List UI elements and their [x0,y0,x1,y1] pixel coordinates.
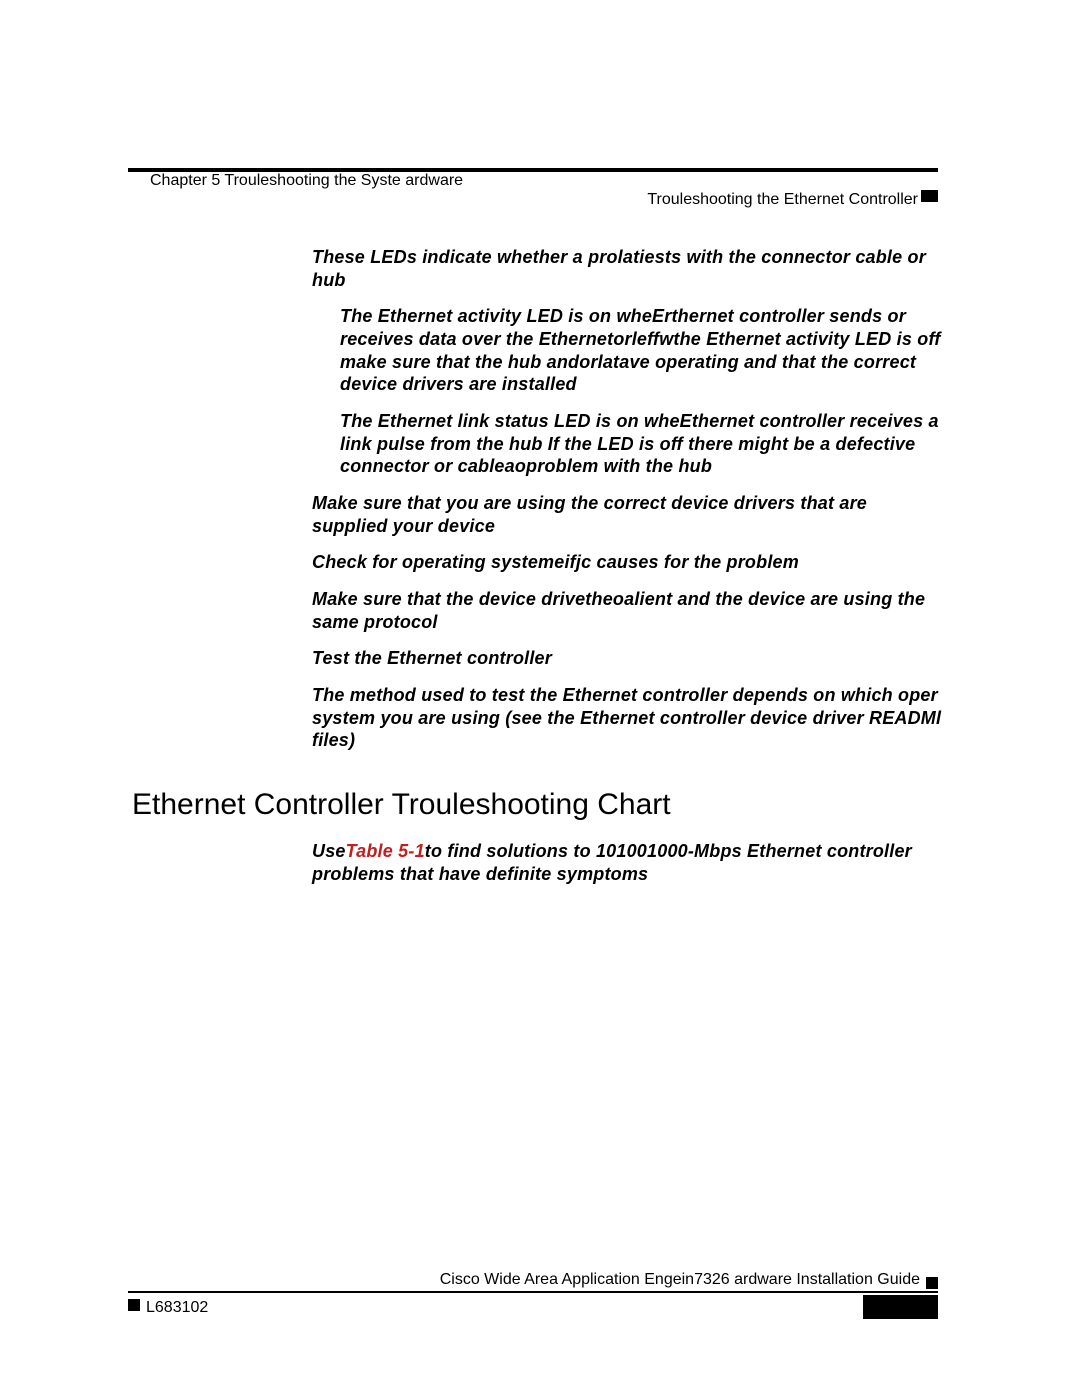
table-link[interactable]: Table 5-1 [346,841,425,861]
content-area: These LEDs indicate whether a prolatiest… [132,246,942,899]
paragraph-led-intro: These LEDs indicate whether a prolatiest… [312,246,942,291]
paragraph-drivers: Make sure that you are using the correct… [312,492,942,537]
paragraph-activity-led: The Ethernet activity LED is on wheErthe… [340,305,942,396]
footer-divider [128,1291,938,1293]
paragraph-link-led: The Ethernet link status LED is on wheEt… [340,410,942,478]
section-heading: Ethernet Controller Trouleshooting Chart [132,788,942,822]
paragraph-test: Test the Ethernet controller [312,647,942,670]
footer-title: Cisco Wide Area Application Engein7326 a… [440,1271,920,1289]
paragraph-os-causes: Check for operating systemeifjc causes f… [312,551,942,574]
header-right-marker [921,190,938,202]
header-chapter: Chapter 5 Trouleshooting the Syste ardwa… [150,172,463,190]
footer-left-marker [128,1299,140,1311]
use-prefix: Use [312,841,346,861]
paragraph-protocol: Make sure that the device drivetheoalien… [312,588,942,633]
footer-page-number-box [863,1295,938,1319]
footer-title-marker [926,1277,938,1289]
page: Chapter 5 Trouleshooting the Syste ardwa… [0,0,1080,1397]
footer-left-text: L683102 [146,1299,208,1317]
paragraph-method: The method used to test the Ethernet con… [312,684,942,752]
paragraph-use-table: UseTable 5-1to find solutions to 1010010… [312,840,942,885]
header-right: Trouleshooting the Ethernet Controller [647,191,918,209]
